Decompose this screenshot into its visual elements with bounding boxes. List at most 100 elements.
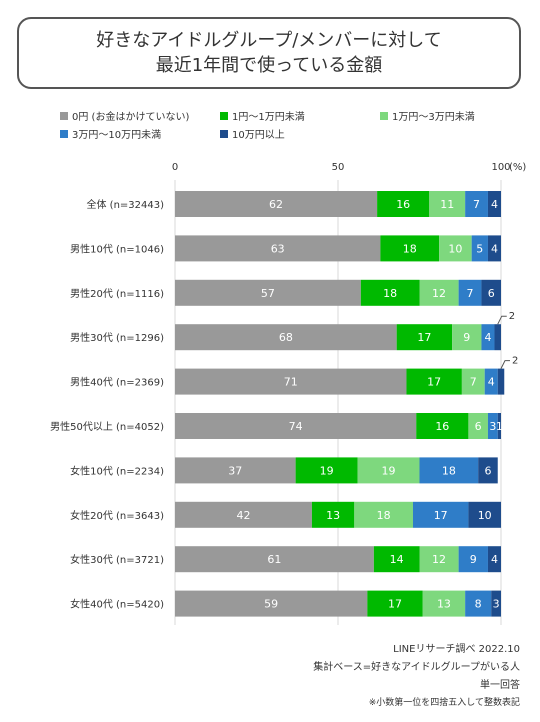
base-note: 集計ベース=好きなアイドルグループがいる人 bbox=[313, 662, 520, 673]
data-label: 68 bbox=[279, 331, 293, 344]
bar-segment bbox=[311, 501, 355, 528]
data-label: 74 bbox=[289, 420, 303, 433]
data-label: 12 bbox=[432, 553, 446, 566]
bar-segment bbox=[452, 324, 482, 351]
data-label: 6 bbox=[475, 420, 482, 433]
data-label: 6 bbox=[488, 287, 495, 300]
bar-segment bbox=[487, 235, 501, 262]
legend-item-0yen: 0円 (お金はかけていない) bbox=[60, 108, 189, 123]
bar-segment bbox=[354, 501, 413, 528]
category-label: 女性20代 (n=3643) bbox=[70, 509, 164, 522]
bar-segment bbox=[175, 413, 417, 439]
legend-label: 0円 (お金はかけていない) bbox=[72, 112, 190, 123]
bar-segment bbox=[419, 457, 479, 484]
data-label: 5 bbox=[476, 242, 483, 255]
data-label: 10 bbox=[448, 242, 462, 255]
bar-segment bbox=[497, 368, 505, 395]
category-label: 男性30代 (n=1296) bbox=[70, 331, 164, 344]
category-label: 男性10代 (n=1046) bbox=[70, 242, 164, 255]
bar-segment bbox=[481, 279, 501, 306]
leader-line bbox=[500, 360, 510, 369]
data-label: 13 bbox=[437, 598, 451, 611]
data-label: 18 bbox=[383, 287, 397, 300]
bar-segment bbox=[497, 413, 501, 439]
bar-segment bbox=[406, 368, 462, 395]
legend-swatch bbox=[220, 129, 228, 138]
category-label: 男性20代 (n=1116) bbox=[70, 287, 164, 300]
data-label: 3 bbox=[493, 598, 500, 611]
bar-segment bbox=[412, 501, 469, 528]
legend-label: 1円～1万円未満 bbox=[232, 112, 305, 123]
data-label: 7 bbox=[470, 376, 477, 389]
bar-segment bbox=[487, 546, 501, 573]
bar-segment bbox=[175, 590, 368, 617]
data-label: 16 bbox=[435, 420, 449, 433]
data-label: 17 bbox=[434, 509, 448, 522]
bar-segment bbox=[416, 413, 469, 439]
data-label: 1 bbox=[496, 420, 503, 433]
bar-segment bbox=[461, 368, 485, 395]
bar-segment bbox=[439, 235, 472, 262]
bar-segment bbox=[360, 279, 420, 306]
data-label: 61 bbox=[267, 553, 281, 566]
bar-segment bbox=[419, 279, 459, 306]
data-label: 18 bbox=[377, 509, 391, 522]
x-tick-label: 50 bbox=[332, 162, 345, 173]
bar-segment bbox=[458, 546, 488, 573]
data-label: 17 bbox=[417, 331, 431, 344]
data-label: 4 bbox=[491, 553, 498, 566]
chart-title-line2: 最近1年間で使っている金額 bbox=[155, 55, 383, 76]
x-tick-label: 100 bbox=[491, 162, 510, 173]
data-label: 7 bbox=[473, 198, 480, 211]
bar-segment bbox=[175, 501, 312, 528]
data-label: 4 bbox=[491, 242, 498, 255]
bar-segment bbox=[471, 235, 488, 262]
data-label: 11 bbox=[440, 198, 454, 211]
bar-segment bbox=[175, 279, 361, 306]
rounding-note: ※小数第一位を四捨五入して整数表記 bbox=[368, 698, 520, 708]
data-label: 63 bbox=[271, 242, 285, 255]
bar-segment bbox=[487, 413, 498, 439]
data-label: 4 bbox=[488, 376, 495, 389]
legend-swatch bbox=[60, 129, 68, 138]
bar-segment bbox=[458, 279, 482, 306]
bar-segment bbox=[175, 191, 378, 217]
bar-segment bbox=[422, 590, 466, 617]
data-label: 71 bbox=[284, 376, 298, 389]
category-label: 全体 (n=32443) bbox=[86, 198, 164, 211]
outside-data-label: 2 bbox=[512, 356, 518, 367]
legend-item-10k-30k: 1万円～3万円未満 bbox=[380, 108, 475, 123]
data-label: 17 bbox=[388, 598, 402, 611]
bar-segment bbox=[468, 501, 501, 528]
bar-segment bbox=[484, 368, 498, 395]
bar-segment bbox=[419, 546, 459, 573]
bar-segment bbox=[429, 191, 466, 217]
title-box: 好きなアイドルグループ/メンバーに対して 最近1年間で使っている金額 bbox=[17, 17, 521, 89]
data-label: 13 bbox=[326, 509, 340, 522]
data-label: 9 bbox=[463, 331, 470, 344]
bar-segment bbox=[175, 368, 407, 395]
bar-segment bbox=[357, 457, 420, 484]
data-label: 18 bbox=[403, 242, 417, 255]
data-label: 3 bbox=[489, 420, 496, 433]
category-label: 女性10代 (n=2234) bbox=[70, 464, 164, 477]
bar-segment bbox=[494, 324, 501, 351]
legend-label: 1万円～3万円未満 bbox=[392, 112, 475, 123]
legend-swatch bbox=[220, 111, 228, 120]
outside-data-label: 2 bbox=[509, 311, 515, 322]
data-label: 8 bbox=[475, 598, 482, 611]
bar-segment bbox=[367, 590, 423, 617]
data-label: 42 bbox=[236, 509, 250, 522]
x-tick-label: 0 bbox=[172, 162, 178, 173]
data-label: 14 bbox=[390, 553, 404, 566]
bar-segment bbox=[396, 324, 453, 351]
data-label: 37 bbox=[228, 464, 242, 477]
legend-item-under-10k: 1円～1万円未満 bbox=[220, 108, 305, 123]
bar-segment bbox=[175, 546, 374, 573]
data-label: 17 bbox=[427, 376, 441, 389]
data-label: 19 bbox=[320, 464, 334, 477]
legend-label: 10万円以上 bbox=[232, 130, 285, 141]
legend-item-30k-100k: 3万円～10万円未満 bbox=[60, 126, 161, 141]
chart-title-line1: 好きなアイドルグループ/メンバーに対して bbox=[96, 30, 442, 51]
